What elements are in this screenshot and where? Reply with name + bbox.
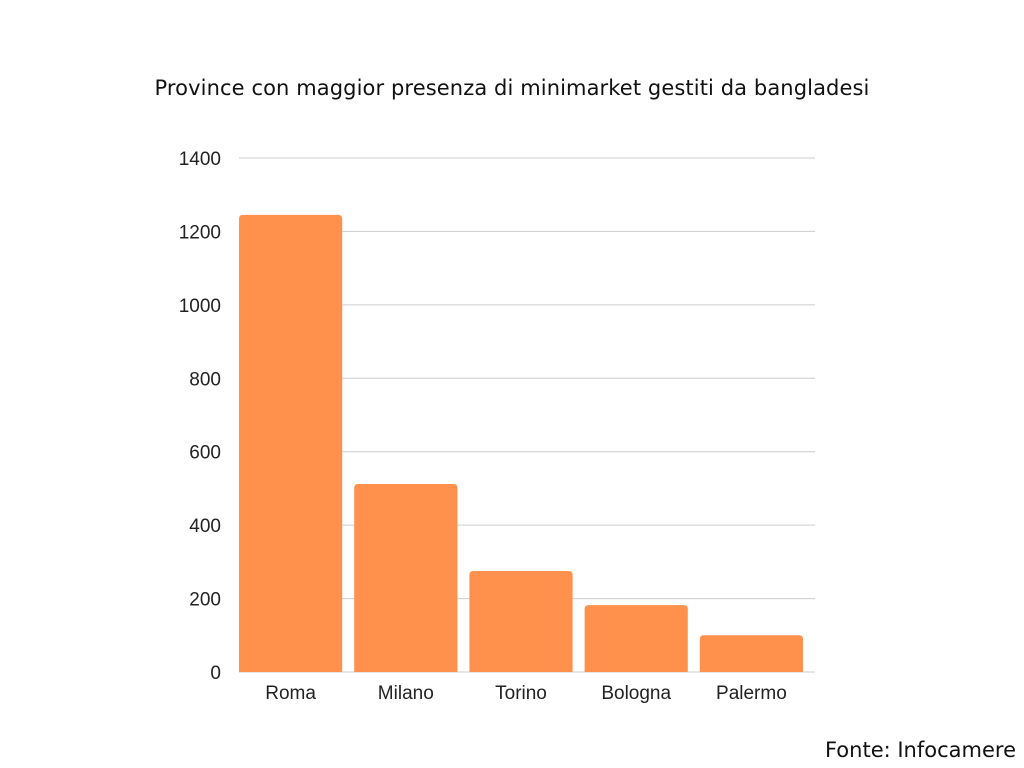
- chart-title: Province con maggior presenza di minimar…: [154, 76, 870, 100]
- bars: [239, 214, 803, 672]
- bar-roma: [239, 214, 343, 672]
- y-tick-label: 1000: [179, 296, 221, 317]
- y-tick-label: 800: [189, 369, 221, 390]
- bar-torino: [469, 571, 573, 672]
- bar-palermo: [699, 635, 803, 672]
- bar-milano: [354, 484, 458, 672]
- x-category-label: Palermo: [716, 683, 787, 704]
- y-tick-label: 400: [189, 516, 221, 537]
- y-tick-label: 600: [189, 443, 221, 464]
- y-tick-label: 0: [210, 663, 221, 684]
- bar-bologna: [584, 605, 688, 672]
- x-axis-labels: Roma Milano Torino Bologna Palermo: [265, 683, 787, 704]
- y-tick-label: 200: [189, 590, 221, 611]
- y-tick-label: 1200: [179, 222, 221, 243]
- x-category-label: Milano: [378, 683, 434, 704]
- source-note: Fonte: Infocamere: [824, 738, 1016, 762]
- x-category-label: Torino: [495, 683, 547, 704]
- x-category-label: Bologna: [601, 683, 671, 704]
- x-category-label: Roma: [265, 683, 316, 704]
- y-axis-ticks: 0 200 400 600 800 1000 1200 1400: [179, 149, 221, 684]
- y-tick-label: 1400: [179, 149, 221, 170]
